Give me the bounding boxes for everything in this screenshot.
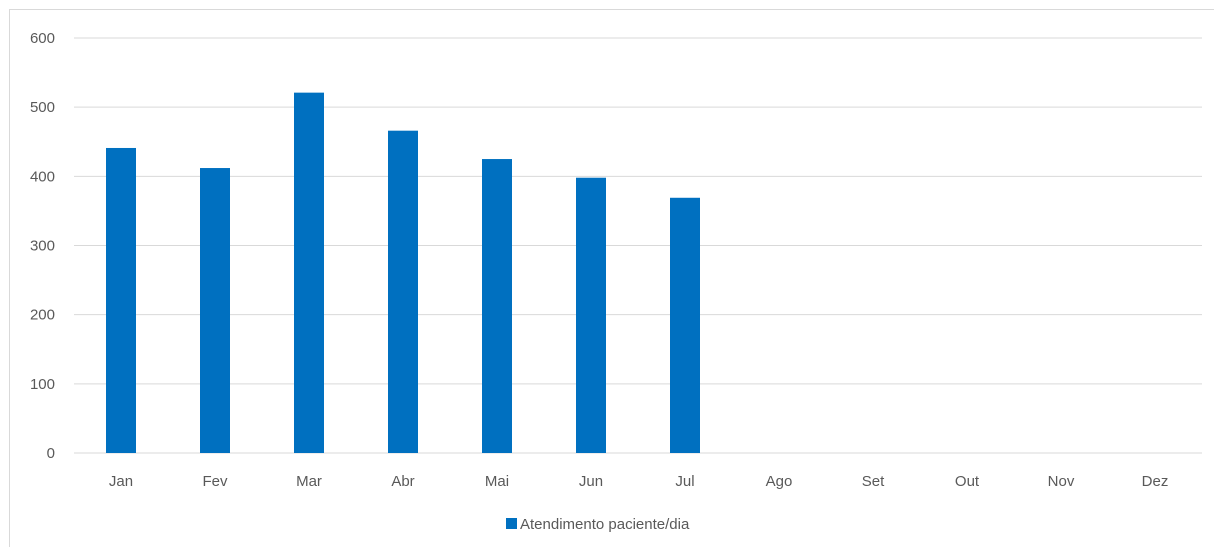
x-tick-label-nov: Nov [1048, 473, 1075, 490]
bar-fev [200, 168, 230, 454]
legend-label: Atendimento paciente/dia [520, 516, 690, 533]
x-tick-label-set: Set [862, 473, 885, 490]
bar-mar [294, 92, 324, 454]
legend: Atendimento paciente/dia [506, 516, 690, 533]
bar-abr [388, 130, 418, 453]
bar-jun [576, 177, 606, 453]
y-tick-label: 500 [30, 99, 55, 116]
bar-jul [670, 197, 700, 453]
y-tick-label: 200 [30, 307, 55, 324]
x-tick-label-dez: Dez [1142, 473, 1169, 490]
y-axis-tick-labels: 0 100 200 300 400 500 600 [30, 30, 55, 462]
gridlines [74, 37, 1202, 454]
x-tick-label-ago: Ago [766, 473, 793, 490]
x-tick-label-jul: Jul [675, 473, 694, 490]
x-tick-label-abr: Abr [391, 473, 414, 490]
legend-swatch [506, 518, 517, 529]
bars [106, 92, 700, 454]
x-tick-label-jun: Jun [579, 473, 603, 490]
x-axis-tick-labels: Jan Fev Mar Abr Mai Jun Jul Ago Set Out Nov Dez [109, 473, 1168, 490]
x-tick-label-out: Out [955, 473, 980, 490]
y-tick-label: 300 [30, 238, 55, 255]
x-tick-label-jan: Jan [109, 473, 133, 490]
bar-mai [482, 159, 512, 453]
y-tick-label: 0 [47, 445, 55, 462]
y-tick-label: 400 [30, 168, 55, 185]
x-tick-label-mar: Mar [296, 473, 322, 490]
y-tick-label: 100 [30, 376, 55, 393]
x-tick-label-fev: Fev [202, 473, 228, 490]
bar-jan [106, 147, 136, 453]
y-tick-label: 600 [30, 30, 55, 47]
x-tick-label-mai: Mai [485, 473, 509, 490]
